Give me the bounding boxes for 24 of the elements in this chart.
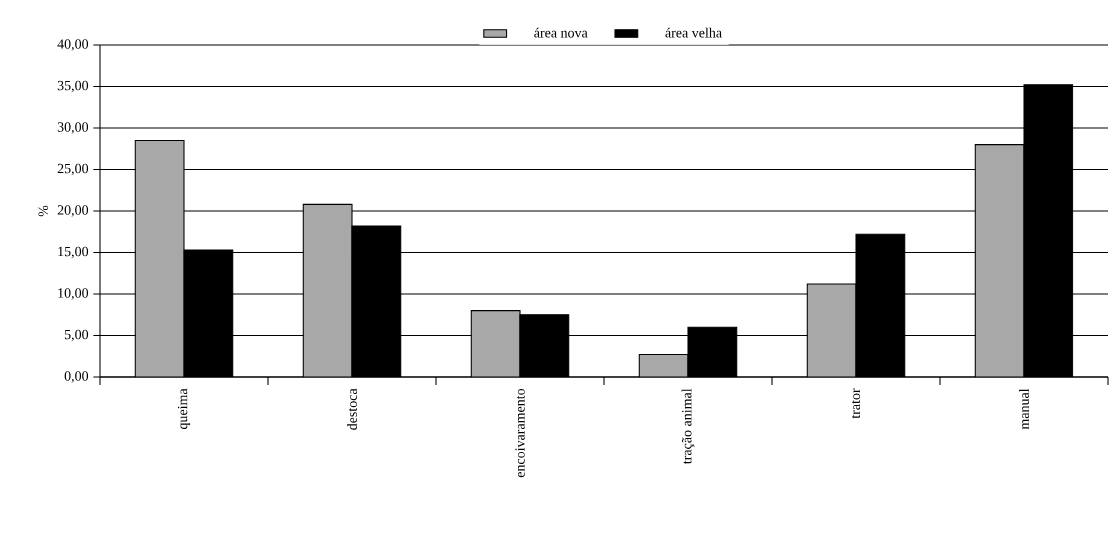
x-tick-label: trator <box>851 388 861 419</box>
bar <box>974 144 1025 377</box>
bar <box>638 354 689 377</box>
y-tick-label: 10,00 <box>58 288 89 300</box>
y-tick-label: 20,00 <box>57 205 89 217</box>
y-tick-label: 30,00 <box>57 122 89 134</box>
bar <box>134 139 185 377</box>
x-tick-label: encoivaramento <box>515 388 525 478</box>
bar <box>806 283 857 377</box>
y-tick-label: 15,00 <box>58 246 89 259</box>
y-tick-label: 0,00 <box>64 371 89 383</box>
y-axis-title: % <box>38 205 48 217</box>
y-tick-label: 35,00 <box>57 80 89 93</box>
x-tick-label: queima <box>177 388 191 430</box>
x-tick-label: destoca <box>347 388 357 430</box>
legend-label: área nova <box>534 27 588 38</box>
x-tick-label: tração animal <box>681 388 695 465</box>
x-tick-label: manual <box>1019 388 1029 430</box>
bar <box>470 310 521 377</box>
legend-label: área velha <box>665 27 722 38</box>
y-tick-label: 5,00 <box>64 329 89 342</box>
y-tick-label: 25,00 <box>57 163 89 176</box>
y-tick-label: 40,00 <box>57 39 89 51</box>
bar <box>302 203 353 377</box>
